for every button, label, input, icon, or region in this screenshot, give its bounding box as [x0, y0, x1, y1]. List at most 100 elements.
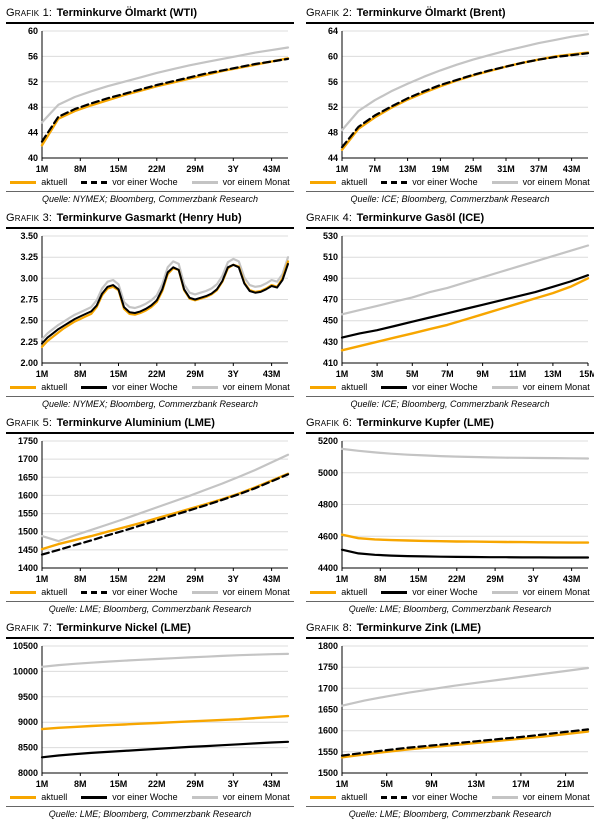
chart-panel-wti: Grafik 1: Terminkurve Ölmarkt (WTI) 40 44… — [6, 4, 294, 204]
legend-marker-aktuell — [10, 590, 37, 594]
svg-text:64: 64 — [328, 26, 338, 36]
legend-marker-woche — [81, 385, 108, 389]
legend-label: vor einer Woche — [412, 792, 478, 802]
legend-item: vor einem Monat — [491, 177, 590, 187]
legend-item: aktuell — [310, 587, 367, 597]
chart-panel-nickel: Grafik 7: Terminkurve Nickel (LME) 8000 8… — [6, 619, 294, 819]
grafik-label: Grafik 7: — [6, 622, 53, 634]
legend-item: vor einer Woche — [381, 587, 478, 597]
legend-item: aktuell — [310, 792, 367, 802]
legend-marker-woche — [381, 180, 408, 184]
legend-label: vor einem Monat — [222, 792, 290, 802]
svg-text:2.00: 2.00 — [20, 358, 38, 368]
svg-text:48: 48 — [328, 128, 338, 138]
svg-text:25M: 25M — [464, 164, 482, 174]
svg-text:7M: 7M — [369, 164, 382, 174]
chart-legend: aktuell vor einer Woche vor einem Monat — [306, 585, 594, 599]
legend-item: vor einer Woche — [81, 382, 178, 392]
legend-marker-monat — [491, 385, 518, 389]
legend-marker-woche — [381, 795, 408, 799]
legend-marker-aktuell — [310, 180, 337, 184]
svg-text:8M: 8M — [74, 574, 87, 584]
svg-text:1M: 1M — [336, 574, 349, 584]
svg-text:40: 40 — [28, 153, 38, 163]
legend-marker-aktuell — [310, 385, 337, 389]
svg-text:13M: 13M — [467, 779, 485, 789]
grafik-label: Grafik 5: — [6, 417, 53, 429]
panel-title: Grafik 2: Terminkurve Ölmarkt (Brent) — [306, 4, 594, 24]
svg-text:48: 48 — [28, 102, 38, 112]
svg-text:60: 60 — [328, 51, 338, 61]
svg-text:2.75: 2.75 — [20, 295, 38, 305]
svg-text:43M: 43M — [263, 369, 281, 379]
legend-marker-woche — [81, 795, 108, 799]
svg-text:9M: 9M — [425, 779, 438, 789]
legend-marker-monat — [491, 795, 518, 799]
svg-text:15M: 15M — [579, 369, 594, 379]
panel-title: Grafik 6: Terminkurve Kupfer (LME) — [306, 414, 594, 434]
legend-label: aktuell — [341, 382, 368, 392]
legend-marker-monat — [191, 385, 218, 389]
legend-marker-woche — [81, 180, 108, 184]
chart-title: Terminkurve Zink (LME) — [356, 622, 482, 634]
svg-text:1M: 1M — [336, 779, 349, 789]
legend-item: aktuell — [10, 177, 67, 187]
chart-plot: 410 430 450 470 490 510 530 1M 3M 5M 7M 9M 11M 13M 15M — [306, 230, 597, 380]
svg-text:3M: 3M — [371, 369, 384, 379]
svg-text:3.25: 3.25 — [20, 252, 38, 262]
svg-text:43M: 43M — [563, 574, 581, 584]
grafik-label: Grafik 1: — [6, 7, 53, 19]
svg-text:22M: 22M — [448, 574, 466, 584]
legend-label: vor einer Woche — [412, 587, 478, 597]
chart-legend: aktuell vor einer Woche vor einem Monat — [6, 175, 294, 189]
svg-text:1750: 1750 — [18, 436, 38, 446]
chart-title: Terminkurve Ölmarkt (Brent) — [356, 7, 506, 19]
svg-text:1800: 1800 — [318, 641, 338, 651]
chart-panel-zink: Grafik 8: Terminkurve Zink (LME) 1500 155… — [306, 619, 594, 819]
legend-item: vor einem Monat — [191, 382, 290, 392]
svg-text:9M: 9M — [476, 369, 489, 379]
svg-text:60: 60 — [28, 26, 38, 36]
legend-label: vor einem Monat — [522, 177, 590, 187]
legend-item: vor einer Woche — [81, 587, 178, 597]
legend-item: vor einer Woche — [381, 792, 478, 802]
legend-marker-woche — [81, 590, 108, 594]
legend-item: vor einem Monat — [491, 792, 590, 802]
svg-text:13M: 13M — [399, 164, 417, 174]
chart-plot: 2.00 2.25 2.50 2.75 3.00 3.25 3.50 1M 8M 15M 22M 29… — [6, 230, 294, 380]
svg-text:8M: 8M — [74, 779, 87, 789]
svg-text:1M: 1M — [336, 369, 349, 379]
chart-panel-kupfer: Grafik 6: Terminkurve Kupfer (LME) 4400 4… — [306, 414, 594, 614]
legend-label: vor einem Monat — [522, 587, 590, 597]
svg-text:15M: 15M — [110, 574, 128, 584]
svg-text:1M: 1M — [36, 574, 49, 584]
svg-text:15M: 15M — [410, 574, 428, 584]
legend-label: aktuell — [341, 177, 368, 187]
svg-text:1M: 1M — [36, 164, 49, 174]
svg-text:1M: 1M — [336, 164, 349, 174]
svg-text:44: 44 — [328, 153, 338, 163]
chart-plot: 40 44 48 52 56 60 1M 8M 15M 22M 29M 3Y 43M — [6, 25, 294, 175]
chart-title: Terminkurve Kupfer (LME) — [356, 417, 494, 429]
legend-item: vor einem Monat — [191, 792, 290, 802]
svg-text:1400: 1400 — [18, 563, 38, 573]
svg-text:22M: 22M — [148, 574, 166, 584]
legend-label: aktuell — [41, 382, 68, 392]
source-note: Quelle: NYMEX; Bloomberg, Commerzbank Re… — [6, 396, 294, 409]
legend-item: aktuell — [310, 382, 367, 392]
chart-panel-gasoil: Grafik 4: Terminkurve Gasöl (ICE) 410 430… — [306, 209, 597, 409]
svg-text:11M: 11M — [509, 369, 526, 379]
svg-text:8500: 8500 — [18, 743, 38, 753]
svg-text:1700: 1700 — [18, 454, 38, 464]
grafik-label: Grafik 2: — [306, 7, 353, 19]
svg-text:17M: 17M — [512, 779, 530, 789]
svg-text:4400: 4400 — [318, 563, 338, 573]
legend-marker-woche — [381, 385, 408, 389]
legend-label: vor einer Woche — [412, 177, 478, 187]
panel-title: Grafik 8: Terminkurve Zink (LME) — [306, 619, 594, 639]
chart-panel-brent: Grafik 2: Terminkurve Ölmarkt (Brent) 44… — [306, 4, 594, 204]
svg-text:43M: 43M — [563, 164, 581, 174]
svg-text:470: 470 — [323, 295, 338, 305]
legend-item: aktuell — [10, 382, 67, 392]
